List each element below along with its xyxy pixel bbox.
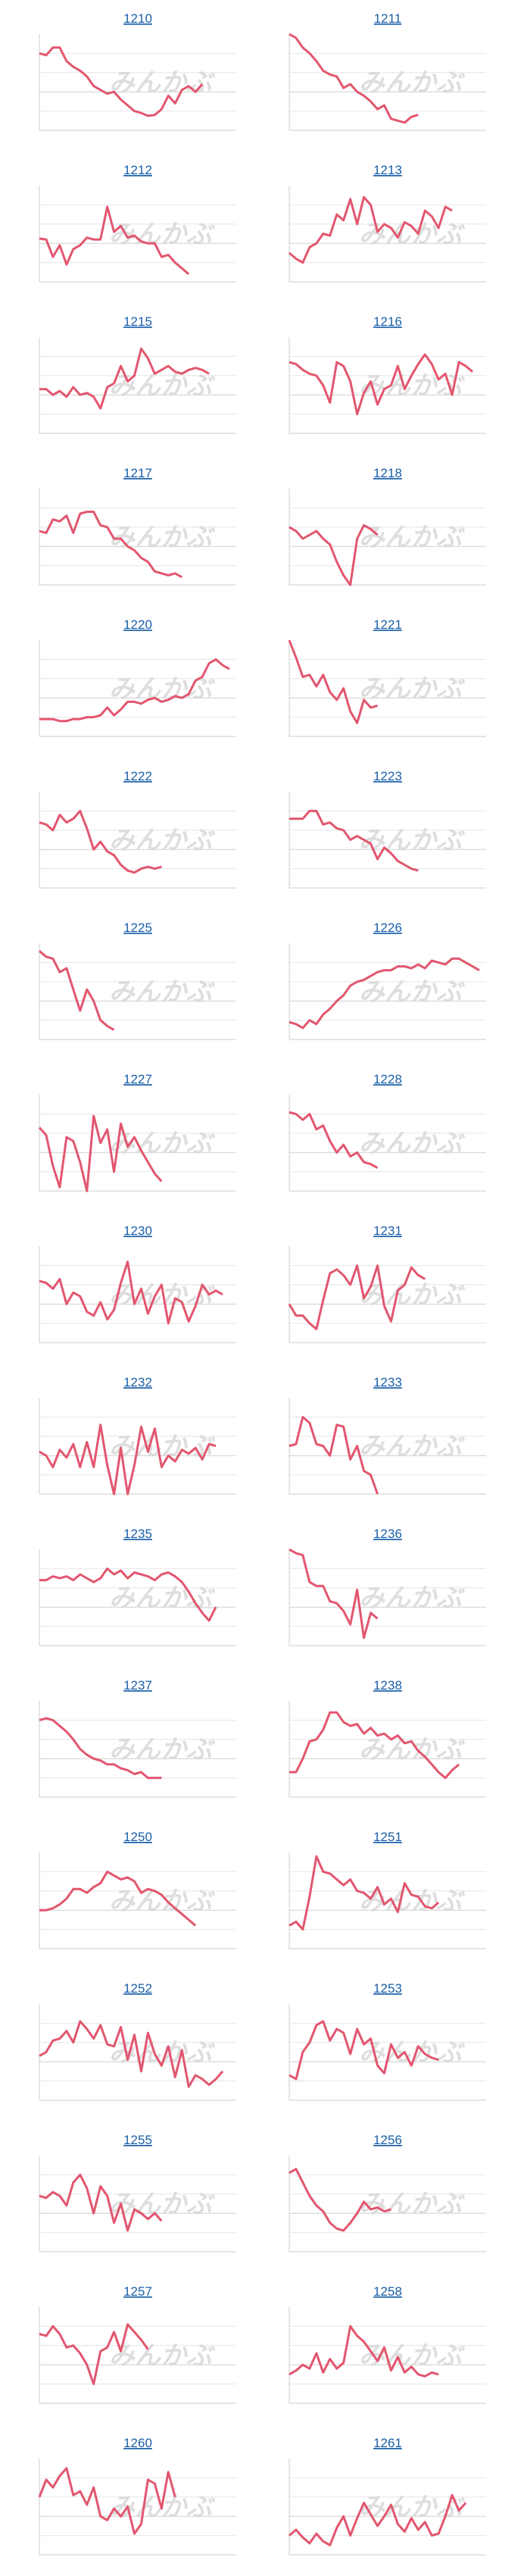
chart-title-link[interactable]: 1251 [373, 1830, 402, 1844]
watermark: みんかぶ [359, 1736, 466, 1765]
price-line [289, 809, 419, 872]
chart-title-link[interactable]: 1236 [373, 1527, 402, 1541]
watermark: みんかぶ [109, 69, 216, 98]
chart-title-link[interactable]: 1228 [373, 1072, 402, 1086]
price-line [289, 1711, 460, 1780]
watermark: みんかぶ [109, 1887, 216, 1916]
watermark: みんかぶ [109, 1736, 216, 1765]
watermark: みんかぶ [359, 827, 466, 855]
watermark: みんかぶ [359, 1281, 466, 1310]
price-line [39, 205, 190, 275]
chart-title-link[interactable]: 1238 [373, 1678, 402, 1693]
price-line [39, 2020, 224, 2088]
watermark: みんかぶ [109, 524, 216, 552]
chart-title-link[interactable]: 1225 [123, 921, 152, 935]
price-line [288, 1415, 379, 1495]
price-line [38, 2467, 176, 2535]
price-line [288, 2168, 391, 2232]
price-line [39, 347, 210, 410]
watermark: みんかぶ [359, 978, 466, 1007]
watermark: みんかぶ [109, 2342, 216, 2371]
chart-title-link[interactable]: 1223 [373, 769, 402, 783]
watermark: みんかぶ [359, 1887, 466, 1916]
chart-title-link[interactable]: 1257 [123, 2284, 152, 2299]
chart-title-link[interactable]: 1260 [123, 2436, 152, 2450]
price-line [39, 1260, 223, 1325]
chart-title-link[interactable]: 1213 [373, 163, 402, 177]
watermark: みんかぶ [359, 69, 466, 98]
chart-title-link[interactable]: 1256 [373, 2133, 402, 2147]
price-line [288, 1548, 379, 1640]
watermark: みんかぶ [109, 827, 216, 855]
chart-title-link[interactable]: 1237 [123, 1678, 152, 1693]
chart-title-link[interactable]: 1250 [123, 1830, 152, 1844]
chart-title-link[interactable]: 1210 [123, 11, 152, 26]
price-line [39, 1424, 217, 1496]
price-line [39, 950, 115, 1031]
chart-title-link[interactable]: 1253 [373, 1981, 402, 1996]
chart-title-link[interactable]: 1252 [123, 1981, 152, 1996]
chart-title-link[interactable]: 1258 [373, 2284, 402, 2299]
price-line [288, 639, 379, 724]
price-line [39, 658, 230, 723]
chart-title-link[interactable]: 1235 [123, 1527, 152, 1541]
watermark: みんかぶ [109, 372, 216, 401]
price-line [288, 195, 453, 264]
chart-title-link[interactable]: 1227 [123, 1072, 152, 1086]
chart-title-link[interactable]: 1216 [373, 314, 402, 329]
chart-title-link[interactable]: 1217 [123, 466, 152, 480]
chart-title-link[interactable]: 1233 [373, 1375, 402, 1390]
watermark: みんかぶ [359, 675, 466, 704]
watermark: みんかぶ [359, 2190, 466, 2219]
price-line [39, 2323, 149, 2386]
chart-title-link[interactable]: 1222 [123, 769, 152, 783]
watermark: みんかぶ [359, 2342, 466, 2371]
price-line [39, 2173, 163, 2232]
price-line [39, 46, 204, 117]
chart-title-link[interactable]: 1230 [123, 1224, 152, 1238]
chart-title-link[interactable]: 1215 [123, 314, 152, 329]
watermark: みんかぶ [359, 1584, 466, 1613]
price-line [39, 809, 162, 874]
price-line [39, 1717, 162, 1780]
price-line [39, 511, 183, 579]
price-line [288, 1264, 426, 1330]
price-line [39, 1870, 197, 1927]
price-line [288, 2324, 439, 2377]
watermark: みんかぶ [359, 1130, 466, 1158]
watermark: みんかぶ [109, 978, 216, 1007]
chart-title-link[interactable]: 1212 [123, 163, 152, 177]
chart-title-link[interactable]: 1232 [123, 1375, 152, 1390]
watermark: みんかぶ [359, 1433, 466, 1462]
chart-title-link[interactable]: 1255 [123, 2133, 152, 2147]
price-line [38, 1114, 163, 1193]
chart-title-link[interactable]: 1261 [373, 2436, 402, 2450]
chart-title-link[interactable]: 1226 [373, 921, 402, 935]
chart-title-link[interactable]: 1221 [373, 617, 402, 632]
price-line [288, 353, 474, 416]
chart-title-link[interactable]: 1218 [373, 466, 402, 480]
price-line [288, 2020, 439, 2080]
price-line [288, 2493, 467, 2546]
watermark: みんかぶ [109, 2190, 216, 2219]
price-line [288, 1855, 440, 1931]
price-line [288, 1111, 379, 1169]
chart-title-link[interactable]: 1220 [123, 617, 152, 632]
chart-title-link[interactable]: 1211 [374, 11, 402, 26]
price-line [39, 1567, 217, 1622]
watermark: みんかぶ [109, 1433, 216, 1462]
price-line [288, 957, 480, 1030]
watermark: みんかぶ [359, 524, 466, 552]
price-line [288, 33, 419, 124]
chart-title-link[interactable]: 1231 [373, 1224, 402, 1238]
watermark: みんかぶ [109, 1130, 216, 1158]
price-line [288, 524, 379, 586]
